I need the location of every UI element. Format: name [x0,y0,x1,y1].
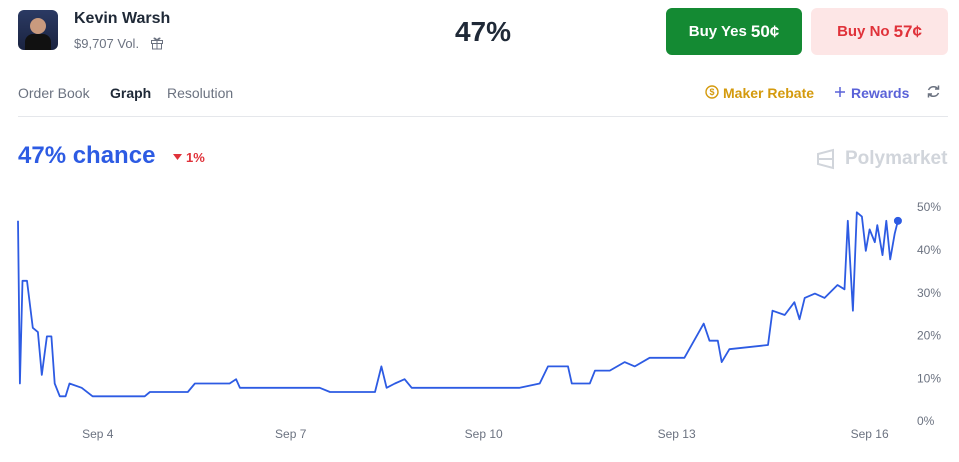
y-tick-label: 10% [917,371,941,385]
down-arrow [173,154,182,160]
y-tick-label: 0% [917,414,935,428]
last-point [893,216,902,225]
x-tick-label: Sep 16 [851,427,889,441]
chance: 47% chance [18,142,156,169]
tab[interactable]: Resolution [167,85,234,101]
market-name: Kevin Warsh [74,10,171,27]
refresh-icon[interactable] [926,84,941,99]
y-tick-label: 30% [917,286,941,300]
y-tick-label: 50% [917,200,941,214]
tab[interactable]: Order Book [18,85,90,101]
buy-no-button[interactable]: Buy No 57¢ [811,8,948,55]
button-price: 57¢ [893,21,922,41]
price-line [17,211,899,398]
svg-text:$: $ [709,87,714,97]
volume: $9,707 Vol. [74,36,140,51]
plus-icon [835,87,845,97]
divider [18,116,948,117]
x-tick-label: Sep 10 [465,427,503,441]
rebate-icon: $ [705,85,719,99]
change: 1% [186,150,205,165]
x-tick-label: Sep 4 [82,427,114,441]
x-tick-label: Sep 7 [275,427,307,441]
logo-icon [817,148,834,170]
y-tick-label: 20% [917,329,941,343]
tab[interactable]: Graph [110,85,152,101]
buy-yes-button[interactable]: Buy Yes 50¢ [666,8,802,55]
rewards[interactable]: Rewards [851,85,910,101]
button-label: Buy No [837,23,890,40]
watermark: Polymarket [845,148,948,169]
avatar [18,10,58,50]
maker-rebate[interactable]: Maker Rebate [723,85,815,101]
button-label: Buy Yes [688,23,747,40]
gift-icon[interactable] [150,36,164,50]
button-price: 50¢ [750,21,780,41]
probability: 47% [454,16,512,47]
y-tick-label: 40% [917,243,941,257]
x-tick-label: Sep 13 [658,427,696,441]
